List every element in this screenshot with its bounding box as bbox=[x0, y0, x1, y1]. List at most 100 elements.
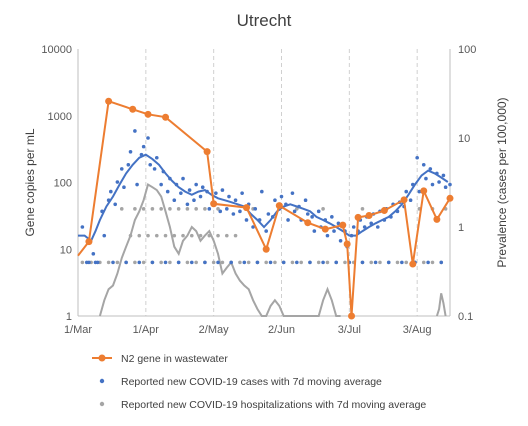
hospitalization-point bbox=[233, 233, 238, 238]
x-tick-label: 1/Apr bbox=[133, 324, 160, 336]
cases-point bbox=[336, 221, 341, 226]
x-tick-label: 1/Mar bbox=[64, 324, 92, 336]
hospitalization-point bbox=[163, 233, 168, 238]
y-left-tick-label: 10 bbox=[60, 244, 72, 256]
wastewater-point bbox=[380, 207, 388, 215]
cases-layer bbox=[78, 129, 452, 265]
cases-point bbox=[231, 212, 236, 216]
hospitalization-point bbox=[80, 260, 85, 265]
cases-point bbox=[141, 144, 146, 149]
grid-layer bbox=[145, 49, 418, 316]
wastewater-point bbox=[105, 97, 113, 105]
legend-label: Reported new COVID-19 hospitalizations w… bbox=[121, 399, 426, 411]
cases-point bbox=[266, 212, 271, 216]
cases-point bbox=[421, 162, 426, 167]
hospitalization-point bbox=[133, 260, 137, 265]
hospitalization-point bbox=[176, 207, 181, 211]
cases-point bbox=[428, 167, 433, 171]
cases-point bbox=[229, 260, 233, 265]
wastewater-point bbox=[304, 219, 312, 227]
wastewater-point bbox=[354, 213, 362, 221]
cases-point bbox=[207, 207, 212, 211]
hospitalization-point bbox=[295, 207, 299, 211]
cases-point bbox=[439, 260, 444, 265]
cases-point bbox=[115, 180, 120, 184]
cases-point bbox=[290, 191, 295, 195]
wastewater-point bbox=[203, 148, 211, 156]
hospitalization-point bbox=[216, 233, 220, 238]
wastewater-point bbox=[348, 312, 356, 320]
cases-point bbox=[218, 209, 223, 214]
cases-point bbox=[119, 167, 124, 171]
wastewater-point bbox=[242, 204, 250, 212]
wastewater-point bbox=[339, 221, 347, 229]
hospitalization-point bbox=[194, 207, 198, 211]
hospitalization-point bbox=[211, 260, 216, 265]
wastewater-point bbox=[144, 110, 152, 118]
hospitalization-point bbox=[378, 260, 382, 265]
legend-wastewater-marker bbox=[98, 354, 106, 362]
hospitalization-point bbox=[154, 233, 159, 238]
hospitalization-point bbox=[137, 233, 142, 238]
cases-point bbox=[152, 167, 157, 171]
wastewater-point bbox=[400, 196, 408, 204]
cases-point bbox=[187, 188, 192, 192]
y-left-tick-label: 1000 bbox=[48, 111, 72, 123]
cases-point bbox=[255, 260, 260, 265]
hospitalization-point bbox=[159, 207, 163, 211]
wastewater-point bbox=[129, 105, 137, 113]
cases-point bbox=[244, 218, 249, 222]
hospitalization-point bbox=[133, 207, 137, 211]
y-left-tick-label: 100 bbox=[54, 178, 72, 190]
cases-point bbox=[240, 191, 244, 195]
hospitalization-point bbox=[369, 260, 374, 265]
cases-point bbox=[225, 207, 229, 211]
cases-point bbox=[332, 229, 336, 233]
cases-point bbox=[316, 209, 321, 214]
cases-point bbox=[128, 149, 133, 154]
hospitalization-point bbox=[430, 260, 435, 265]
hospitalization-point bbox=[290, 260, 295, 265]
y-right-tick-label: 1 bbox=[458, 222, 464, 234]
wastewater-point bbox=[275, 202, 283, 210]
wastewater-layer bbox=[77, 97, 454, 320]
hospitalization-point bbox=[141, 207, 146, 211]
cases-point bbox=[185, 202, 190, 207]
cases-point bbox=[227, 194, 231, 199]
hospitalization-point bbox=[343, 260, 347, 265]
hospitalization-point bbox=[246, 260, 251, 265]
hospitalization-point bbox=[220, 260, 225, 265]
cases-point bbox=[330, 215, 334, 219]
wastewater-point bbox=[420, 187, 428, 195]
hospitalizations-layer bbox=[80, 182, 448, 317]
wastewater-point bbox=[343, 240, 351, 248]
cases-point bbox=[443, 185, 448, 190]
hospitalization-point bbox=[395, 260, 400, 265]
cases-point bbox=[214, 191, 218, 195]
cases-point bbox=[111, 260, 115, 265]
cases-point bbox=[312, 229, 317, 233]
hospitalization-point bbox=[203, 207, 207, 211]
y-right-tick-label: 100 bbox=[458, 44, 476, 56]
cases-point bbox=[189, 260, 194, 265]
cases-point bbox=[303, 198, 308, 203]
y-left-tick-label: 1 bbox=[66, 311, 72, 323]
wastewater-point bbox=[409, 260, 417, 268]
cases-line bbox=[78, 153, 449, 243]
hospitalization-point bbox=[264, 260, 268, 265]
hospitalization-point bbox=[238, 260, 242, 265]
hospitalization-point bbox=[181, 233, 185, 238]
cases-point bbox=[135, 182, 139, 187]
cases-point bbox=[253, 207, 258, 211]
cases-point bbox=[251, 225, 255, 229]
cases-point bbox=[80, 225, 85, 229]
cases-point bbox=[200, 185, 205, 190]
cases-point bbox=[87, 260, 91, 265]
cases-point bbox=[260, 189, 264, 194]
cases-point bbox=[159, 182, 163, 187]
cases-point bbox=[386, 260, 391, 265]
cases-point bbox=[220, 188, 225, 192]
legend-label: Reported new COVID-19 cases with 7d movi… bbox=[121, 376, 382, 388]
cases-point bbox=[334, 260, 339, 265]
